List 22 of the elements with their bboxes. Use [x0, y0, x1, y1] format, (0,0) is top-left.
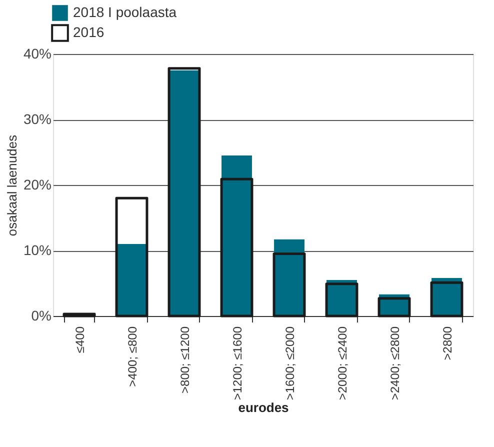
bar: [222, 156, 252, 316]
bar: [115, 196, 148, 318]
x-tick-label: >800; ≤1200: [178, 326, 192, 394]
x-tick-label: >2400; ≤2800: [388, 326, 402, 400]
x-tick-label: ≤400: [72, 326, 87, 354]
legend-label: 2018 I poolaasta: [73, 4, 177, 20]
y-tick-label: 0%: [31, 308, 52, 324]
y-tick-label: 10%: [23, 242, 52, 258]
x-tick-label: >2000; ≤2400: [335, 326, 350, 400]
x-tick-label: >2800: [440, 326, 454, 360]
bar: [272, 252, 306, 318]
bar: [62, 312, 96, 318]
x-axis-title: eurodes: [238, 400, 289, 416]
x-tick-label: >1200; ≤1600: [230, 326, 244, 400]
y-tick-label: 20%: [23, 176, 52, 192]
bar: [220, 178, 254, 318]
legend-label: 2016: [73, 24, 104, 40]
y-axis-title: osakaal laenudes: [4, 134, 20, 236]
x-tick-label: >400; ≤800: [125, 326, 140, 387]
y-tick-label: 40%: [23, 46, 52, 62]
x-tick-label: >1600; ≤2000: [282, 326, 297, 400]
y-tick-label: 30%: [23, 111, 52, 127]
